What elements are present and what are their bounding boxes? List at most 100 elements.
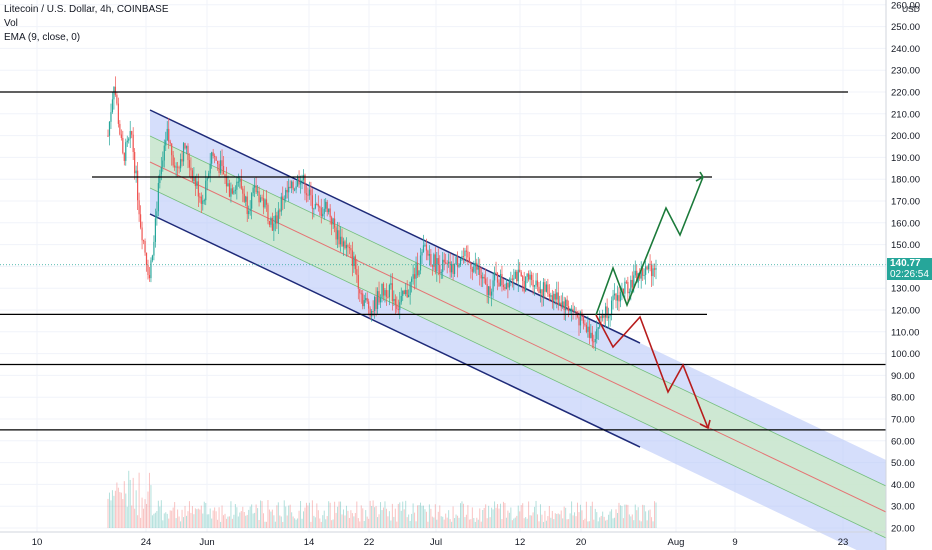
volume-bar: [212, 510, 214, 528]
candle-body: [131, 131, 133, 135]
volume-bar: [584, 518, 586, 528]
volume-bar: [335, 512, 337, 528]
volume-bar: [434, 504, 436, 528]
candle-body: [354, 256, 356, 270]
candle-body: [314, 203, 316, 209]
ema-indicator-label[interactable]: EMA (9, close, 0): [4, 32, 81, 43]
volume-bar: [547, 516, 549, 528]
candle-body: [465, 250, 468, 252]
candle-body: [267, 204, 269, 222]
candle-body: [187, 145, 189, 161]
candle-body: [277, 210, 279, 224]
candle-body: [259, 197, 262, 203]
candle-body: [372, 311, 374, 313]
volume-bar: [291, 512, 293, 528]
volume-bar: [593, 519, 595, 528]
volume-bar: [649, 509, 651, 528]
volume-bar: [374, 507, 376, 528]
time-tick-label: Jul: [430, 537, 442, 548]
price-tick-label: 120.00: [891, 306, 920, 317]
candle-body: [642, 267, 644, 276]
candle-body: [169, 141, 171, 144]
volume-bar: [504, 502, 506, 528]
volume-bar: [531, 515, 533, 528]
candle-body: [332, 218, 334, 225]
candle-body: [477, 267, 479, 270]
candle-body: [498, 282, 500, 287]
volume-bar: [554, 513, 556, 528]
volume-bar: [313, 515, 315, 528]
candle-body: [288, 186, 290, 193]
volume-bar: [470, 519, 472, 528]
candle-body: [502, 284, 505, 287]
candle-body: [299, 182, 302, 185]
candle-body: [160, 166, 162, 175]
candle-body: [162, 160, 164, 167]
volume-bar: [277, 502, 279, 528]
candle-body: [590, 332, 592, 338]
volume-bar: [408, 514, 410, 528]
price-tick-label: 30.00: [891, 502, 915, 513]
candle-body: [196, 181, 198, 186]
volume-bar: [519, 511, 521, 528]
volume-indicator-label[interactable]: Vol: [4, 18, 18, 29]
candle-body: [397, 309, 399, 311]
candle-body: [254, 185, 256, 188]
volume-bar: [630, 516, 632, 528]
candle-body: [382, 283, 385, 296]
candle-body: [591, 332, 593, 342]
candle-body: [525, 276, 527, 292]
volume-bar: [242, 506, 244, 528]
candle-body: [305, 193, 308, 195]
candle-body: [262, 198, 265, 208]
candle-body: [153, 241, 155, 256]
candle-body: [427, 250, 429, 256]
candle-body: [493, 272, 496, 281]
volume-bar: [134, 508, 136, 528]
candle-body: [261, 197, 263, 199]
candle-body: [606, 306, 608, 319]
volume-bar: [245, 515, 247, 528]
candle-body: [128, 138, 130, 141]
volume-bar: [132, 477, 134, 528]
volume-bar: [553, 519, 555, 528]
volume-bar: [214, 507, 216, 528]
volume-bar: [525, 517, 527, 528]
time-tick-label: Aug: [668, 537, 685, 548]
candle-body: [584, 323, 586, 325]
volume-bar: [184, 505, 186, 528]
time-axis[interactable]: 10 24 Jun 14 22 Jul 12 20 Aug 9 23: [0, 531, 886, 548]
candle-body: [479, 267, 481, 275]
volume-bar: [637, 507, 639, 528]
support-lines: [0, 91, 886, 431]
volume-bar: [338, 501, 340, 528]
price-tick-label: 130.00: [891, 284, 920, 295]
candle-body: [501, 274, 503, 285]
volume-bar: [267, 500, 269, 528]
volume-bar: [516, 515, 518, 528]
volume-bar: [452, 506, 454, 528]
volume-bar: [482, 509, 484, 528]
volume-bar: [507, 510, 509, 528]
candle-body: [570, 308, 573, 311]
volume-bar: [295, 519, 297, 528]
volume-bar: [494, 501, 496, 528]
volume-bar: [297, 518, 299, 528]
volume-bar: [311, 500, 313, 528]
symbol-title[interactable]: Litecoin / U.S. Dollar, 4h, COINBASE: [4, 4, 169, 15]
candle-body: [325, 201, 327, 209]
volume-bar: [234, 504, 236, 528]
volume-bar: [345, 505, 347, 528]
channel-midline: [149, 161, 887, 513]
candle-body: [416, 262, 419, 276]
volume-bar: [464, 517, 466, 528]
price-tick-label: 260.00: [891, 0, 920, 11]
candle-body: [491, 291, 493, 296]
volume-bar: [597, 521, 599, 528]
volume-bar: [144, 499, 146, 528]
candle-body: [351, 250, 353, 267]
volume-bar: [365, 510, 367, 528]
volume-bar: [455, 514, 457, 528]
candle-body: [400, 295, 402, 303]
